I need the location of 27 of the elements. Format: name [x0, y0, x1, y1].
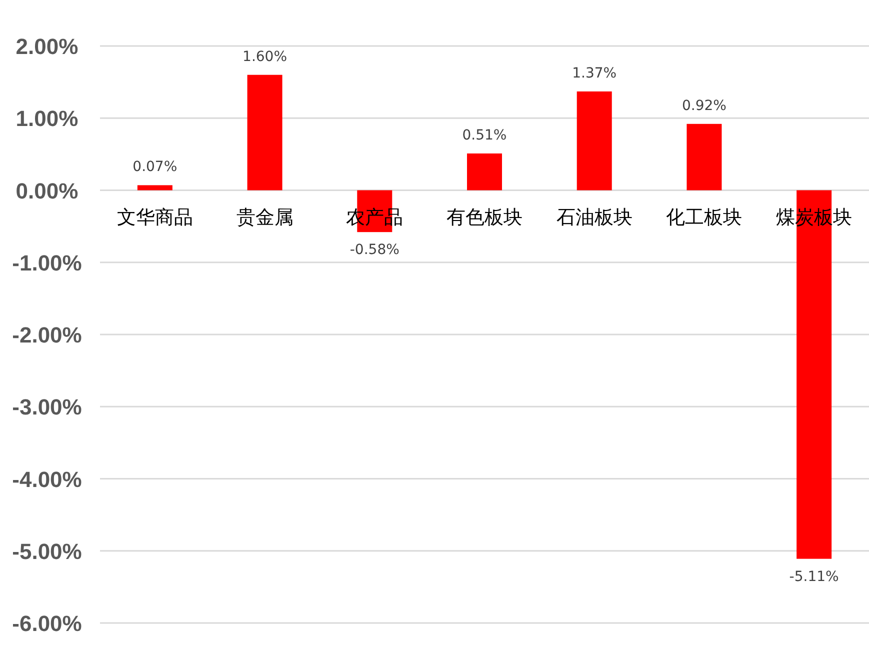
data-label: 0.51%: [462, 127, 507, 144]
x-tick-label: 石油板块: [556, 207, 632, 228]
x-tick-label: 贵金属: [236, 207, 294, 228]
y-tick-label: -6.00%: [12, 611, 82, 636]
y-tick-label: 0.00%: [16, 178, 78, 204]
y-tick-label: -2.00%: [12, 322, 82, 348]
data-label: 0.07%: [132, 159, 178, 176]
y-tick-label: -3.00%: [12, 394, 82, 420]
data-label: 0.92%: [682, 98, 726, 114]
data-label: -5.11%: [789, 568, 839, 585]
bar: [467, 153, 502, 190]
y-tick-label: -4.00%: [12, 466, 82, 492]
y-tick-label: 1.00%: [16, 106, 78, 132]
data-label: 1.60%: [242, 48, 288, 65]
bar: [796, 190, 832, 559]
y-tick-label: 2.00%: [16, 34, 78, 59]
bar: [137, 185, 172, 190]
data-label: -0.58%: [350, 242, 400, 258]
data-label: 1.37%: [572, 65, 617, 82]
bar: [686, 124, 722, 190]
y-tick-label: -5.00%: [12, 538, 82, 564]
y-tick-label: -1.00%: [12, 250, 82, 276]
bar: [247, 74, 282, 190]
x-tick-label: 文华商品: [116, 206, 193, 228]
x-tick-label: 有色板块: [446, 207, 522, 228]
bar: [576, 91, 612, 190]
x-tick-label: 化工板块: [666, 207, 742, 228]
